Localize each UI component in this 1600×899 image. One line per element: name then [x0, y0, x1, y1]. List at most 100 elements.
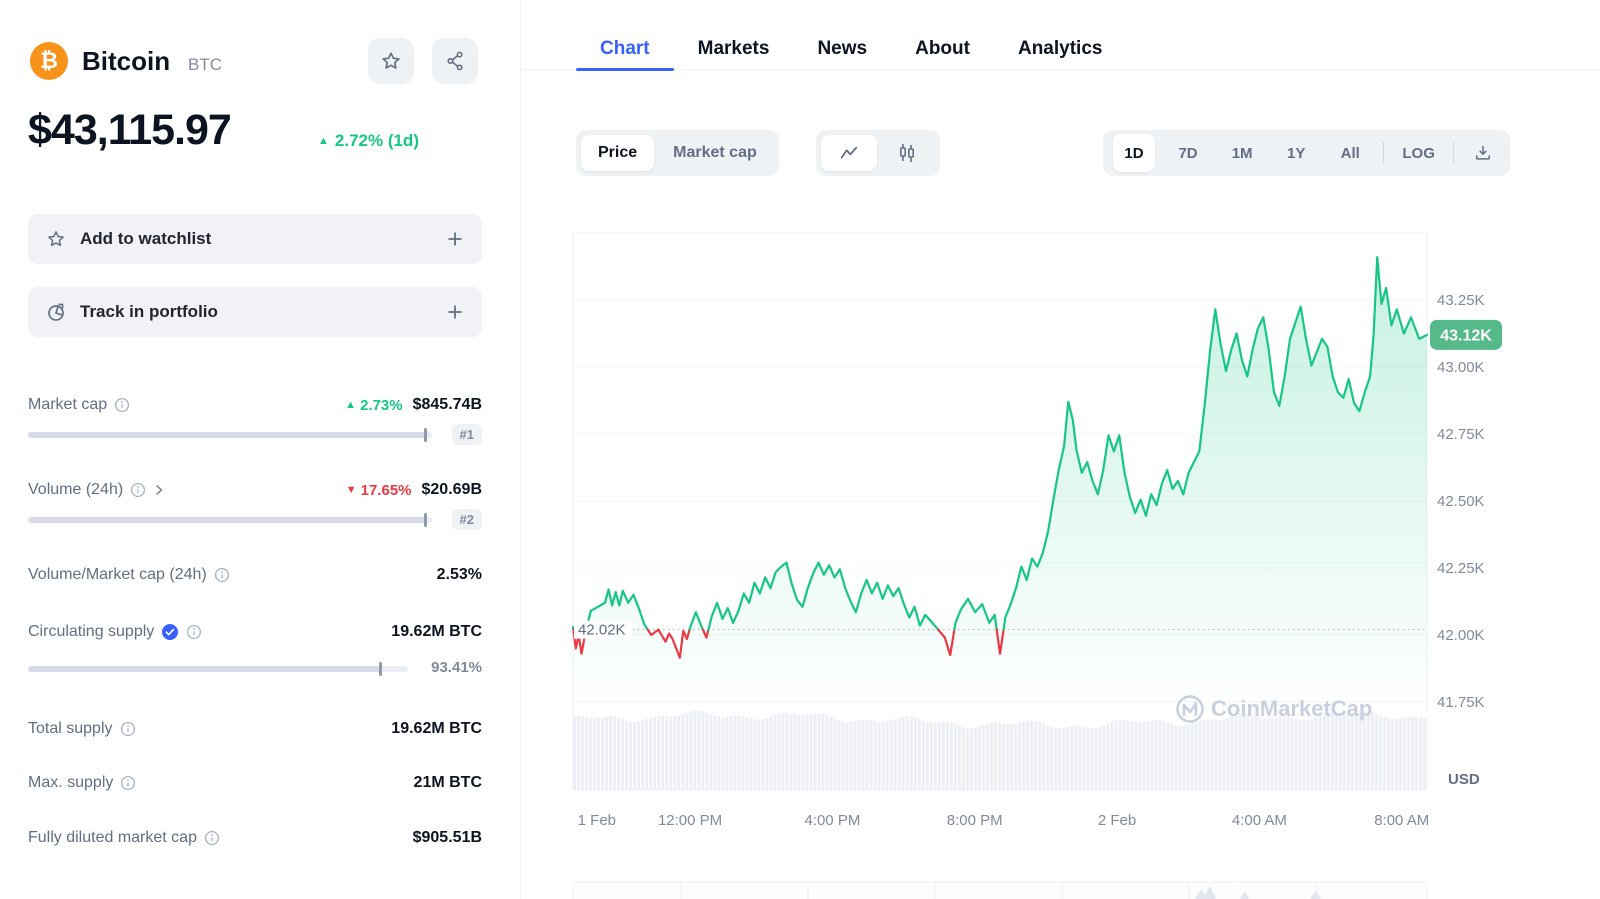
- supply-percentage: 93.41%: [431, 659, 482, 676]
- y-axis-label: 42.00K: [1437, 627, 1485, 644]
- volume-progress-bar: [28, 513, 432, 527]
- svg-text:43.12K: 43.12K: [1440, 327, 1492, 344]
- line-chart-icon: [840, 146, 858, 159]
- plus-icon: [448, 232, 462, 246]
- tab-markets[interactable]: Markets: [697, 38, 770, 59]
- y-axis-label: 41.75K: [1437, 694, 1485, 711]
- candlestick-chart-type-button[interactable]: [879, 135, 935, 171]
- info-icon[interactable]: [120, 721, 136, 737]
- coin-price: $43,115.97: [28, 106, 232, 154]
- range-1m-button[interactable]: 1M: [1221, 134, 1263, 172]
- coin-symbol: BTC: [188, 55, 222, 74]
- price-line: [585, 588, 649, 631]
- price-line: [701, 628, 710, 639]
- price-line: [1002, 256, 1429, 631]
- separator: [1452, 142, 1454, 164]
- volume-rank-badge: #2: [451, 509, 482, 530]
- stat-row-volume-market-cap: Volume/Market cap (24h) 2.53%: [28, 566, 482, 583]
- market-cap-rank-badge: #1: [451, 424, 482, 445]
- tab-news[interactable]: News: [817, 38, 868, 59]
- area-fill: [573, 257, 1427, 710]
- x-axis-label: 1 Feb: [578, 812, 616, 829]
- panel-divider: [520, 0, 521, 899]
- stat-change: ▼ 17.65%: [345, 481, 412, 499]
- stat-row-circulating-supply: Circulating supply 19.62M BTC: [28, 623, 482, 641]
- chart-navigator[interactable]: [572, 881, 1428, 899]
- price-line: [995, 628, 1005, 655]
- up-arrow-icon: ▲: [318, 135, 329, 147]
- price-line: [688, 611, 704, 631]
- range-1y-button[interactable]: 1Y: [1275, 134, 1317, 172]
- y-axis-label: 43.00K: [1437, 359, 1485, 376]
- stat-value: $905.51B: [412, 829, 482, 846]
- coin-summary-sidebar: ₿ Bitcoin BTC $43,115.97 ▲ 2.72% (1d) Ad…: [0, 0, 520, 899]
- price-chart[interactable]: 43.25K 43.00K 42.75K 42.50K 42.25K 42.00K 41.7…: [540, 195, 1600, 899]
- info-icon[interactable]: [114, 397, 130, 413]
- stat-value: $845.74B: [412, 396, 482, 413]
- stat-row-market-cap: Market cap ▲ 2.73% $845.74B: [28, 396, 482, 414]
- track-in-portfolio-button[interactable]: Track in portfolio: [28, 287, 482, 337]
- y-axis-label: 42.25K: [1437, 560, 1485, 577]
- portfolio-pie-icon: [48, 303, 64, 321]
- price-line: [707, 561, 940, 631]
- stat-row-total-supply: Total supply 19.62M BTC: [28, 720, 482, 737]
- line-chart-type-button[interactable]: [821, 135, 877, 171]
- tab-chart[interactable]: Chart: [576, 27, 674, 71]
- range-7d-button[interactable]: 7D: [1167, 134, 1209, 172]
- metric-market-cap-button[interactable]: Market cap: [656, 135, 774, 171]
- x-axis-label: 8:00 PM: [947, 812, 1003, 829]
- candlestick-icon: [899, 144, 915, 162]
- tab-analytics[interactable]: Analytics: [1017, 38, 1103, 59]
- download-chart-button[interactable]: [1466, 134, 1500, 172]
- info-icon[interactable]: [120, 775, 136, 791]
- info-icon[interactable]: [186, 624, 202, 640]
- currency-label: USD: [1448, 771, 1480, 788]
- tab-about[interactable]: About: [915, 38, 970, 59]
- price-line: [646, 628, 660, 637]
- time-range-selector: 1D 7D 1M 1Y All LOG: [1103, 130, 1510, 176]
- x-axis-label: 4:00 AM: [1232, 812, 1287, 829]
- volume-area: [573, 710, 1427, 790]
- y-axis-label: 42.50K: [1437, 493, 1485, 510]
- chevron-right-icon[interactable]: [153, 484, 165, 496]
- open-label-bg: [574, 620, 632, 639]
- open-price-label: 42.02K: [578, 622, 626, 639]
- price-line: [953, 597, 998, 631]
- tabs-bottom-border: [521, 69, 1600, 70]
- current-price-badge: 43.12K: [1430, 319, 1502, 350]
- x-axis-label: 4:00 PM: [804, 812, 860, 829]
- watchlist-star-button[interactable]: [368, 38, 414, 84]
- stat-change: ▲ 2.73%: [345, 396, 403, 414]
- share-button[interactable]: [432, 38, 478, 84]
- x-axis-label: 8:00 AM: [1374, 812, 1429, 829]
- market-cap-progress-bar: [28, 428, 432, 442]
- coin-detail-tabs: Chart Markets News About Analytics: [576, 27, 1126, 71]
- share-icon: [447, 51, 463, 71]
- add-to-watchlist-button[interactable]: Add to watchlist: [28, 214, 482, 264]
- info-icon[interactable]: [130, 482, 146, 498]
- stat-row-volume: Volume (24h) ▼ 17.65% $20.69B: [28, 481, 483, 499]
- stat-value: 21M BTC: [413, 774, 482, 791]
- plus-icon: [448, 305, 462, 319]
- circulating-supply-progress-bar: [28, 662, 408, 676]
- price-line: [657, 628, 691, 659]
- coin-name: Bitcoin: [82, 46, 171, 76]
- star-icon: [382, 52, 400, 69]
- chart-type-toggle: [816, 130, 940, 176]
- verified-badge-icon[interactable]: [161, 623, 179, 641]
- range-all-button[interactable]: All: [1329, 134, 1371, 172]
- info-icon[interactable]: [204, 830, 220, 846]
- range-1d-button[interactable]: 1D: [1113, 134, 1155, 172]
- y-axis-label: 43.25K: [1437, 292, 1485, 309]
- stat-row-max-supply: Max. supply 21M BTC: [28, 774, 482, 791]
- stat-value: $20.69B: [421, 481, 483, 498]
- stat-value: 19.62M BTC: [391, 623, 482, 640]
- stat-value: 19.62M BTC: [391, 720, 482, 737]
- log-scale-button[interactable]: LOG: [1396, 134, 1441, 172]
- info-icon[interactable]: [214, 567, 230, 583]
- metric-price-button[interactable]: Price: [581, 135, 655, 171]
- bitcoin-logo-icon: ₿: [30, 42, 68, 80]
- download-icon: [1476, 145, 1490, 160]
- price-line: [937, 628, 956, 657]
